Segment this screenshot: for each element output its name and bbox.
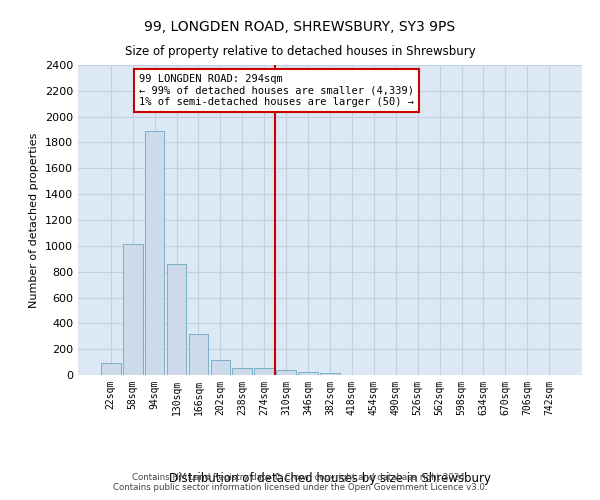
Bar (232, 368, 252, 375)
Text: Contains HM Land Registry data © Crown copyright and database right 2024.
Contai: Contains HM Land Registry data © Crown c… (113, 473, 487, 492)
Bar (167, 264, 187, 375)
Text: 99, LONGDEN ROAD, SHREWSBURY, SY3 9PS: 99, LONGDEN ROAD, SHREWSBURY, SY3 9PS (145, 20, 455, 34)
Bar (211, 360, 230, 375)
Text: Size of property relative to detached houses in Shrewsbury: Size of property relative to detached ho… (125, 45, 475, 58)
Bar (298, 372, 318, 375)
Bar (276, 370, 296, 375)
Text: Distribution of detached houses by size in Shrewsbury: Distribution of detached houses by size … (169, 472, 491, 485)
Bar (145, 131, 164, 375)
Bar (123, 244, 143, 375)
Bar (254, 368, 274, 375)
Text: 99 LONGDEN ROAD: 294sqm
← 99% of detached houses are smaller (4,339)
1% of semi-: 99 LONGDEN ROAD: 294sqm ← 99% of detache… (139, 74, 414, 107)
Bar (320, 372, 340, 375)
Bar (101, 364, 121, 375)
Y-axis label: Number of detached properties: Number of detached properties (29, 132, 40, 308)
Bar (188, 334, 208, 375)
